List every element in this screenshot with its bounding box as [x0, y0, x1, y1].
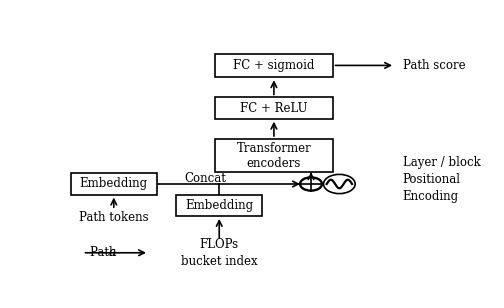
Text: Path score: Path score [403, 59, 466, 72]
Text: Concat: Concat [184, 172, 226, 184]
Text: FLOPs
bucket index: FLOPs bucket index [181, 238, 258, 268]
FancyBboxPatch shape [71, 173, 157, 195]
Text: FC + sigmoid: FC + sigmoid [233, 59, 314, 72]
FancyBboxPatch shape [215, 139, 333, 172]
Text: Embedding: Embedding [185, 199, 254, 212]
Text: Embedding: Embedding [80, 177, 148, 191]
FancyBboxPatch shape [176, 195, 262, 216]
FancyBboxPatch shape [215, 97, 333, 119]
Text: Path tokens: Path tokens [79, 211, 149, 224]
Text: a: a [109, 246, 116, 259]
Text: Path: Path [90, 246, 120, 259]
Text: FC + ReLU: FC + ReLU [240, 102, 307, 115]
FancyBboxPatch shape [215, 54, 333, 77]
Text: Layer / block
Positional
Encoding: Layer / block Positional Encoding [403, 156, 481, 203]
Text: Transformer
encoders: Transformer encoders [236, 142, 311, 169]
